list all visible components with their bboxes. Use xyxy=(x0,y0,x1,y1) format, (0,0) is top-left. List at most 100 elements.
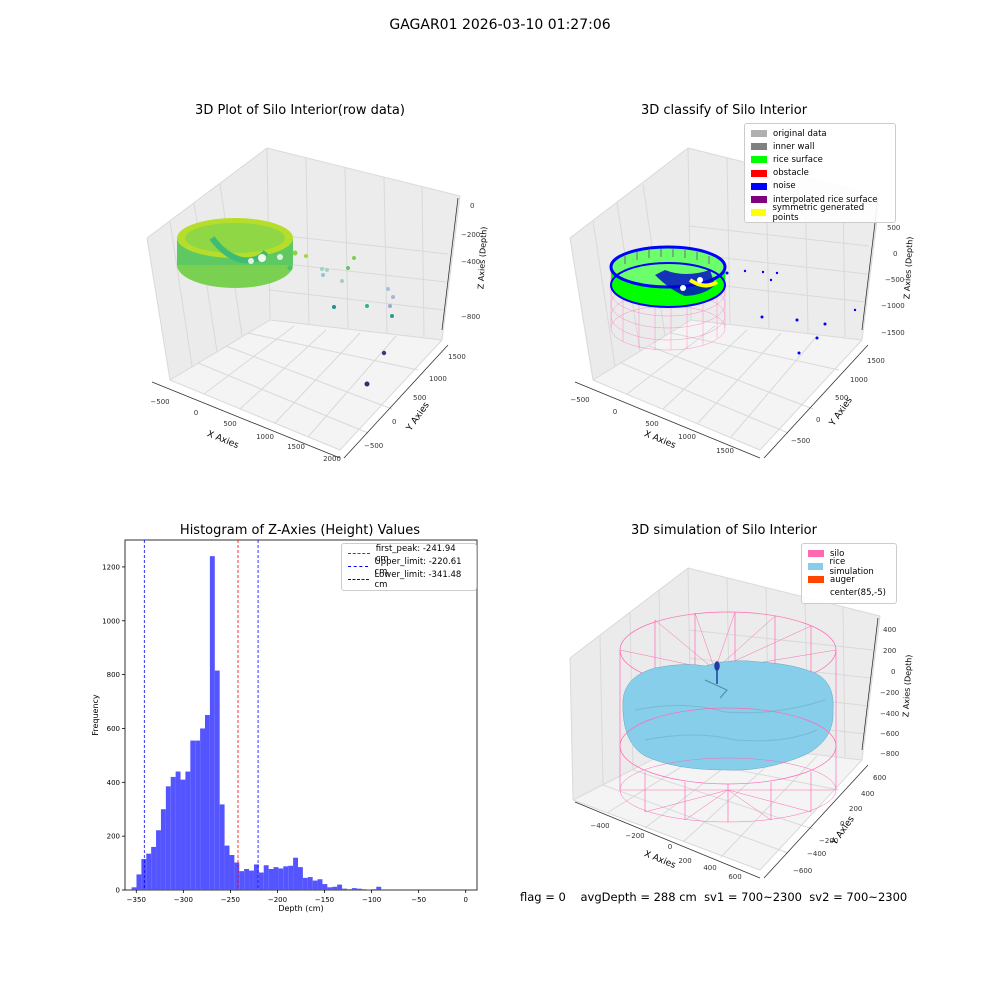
histogram-bar xyxy=(268,869,274,890)
histogram-bar xyxy=(258,872,264,890)
histogram-bar xyxy=(209,556,215,890)
histogram-bar xyxy=(376,886,382,890)
histogram-bar xyxy=(219,804,225,890)
simulation-xlabel: X Axies xyxy=(642,849,677,871)
histogram-bar xyxy=(317,879,323,890)
raw-ytick: −500 xyxy=(364,442,383,450)
histogram-bar xyxy=(151,846,157,890)
classify-plot-title: 3D classify of Silo Interior xyxy=(640,103,808,118)
classify-3d-yticks: −500 0 500 1000 1500 xyxy=(791,357,885,445)
legend-entry-center: center(85,-5) xyxy=(808,587,890,600)
histogram-bar xyxy=(205,715,210,890)
classify-ztick: 0 xyxy=(893,250,897,258)
histogram-legend: first_peak: -241.94 cm Upper_limit: -220… xyxy=(341,543,477,591)
simulation-3d-plot: −400 −200 0 200 400 600 X Axies 600 400 … xyxy=(569,567,914,881)
histogram-bars xyxy=(131,556,382,890)
histogram-bar xyxy=(234,862,240,890)
legend-label: auger xyxy=(830,574,855,585)
histogram-bar xyxy=(160,809,166,890)
legend-entry-rice-surface: rice surface xyxy=(751,153,889,166)
legend-line xyxy=(348,579,369,581)
histogram-bar xyxy=(175,771,181,890)
legend-swatch xyxy=(751,182,767,190)
raw-xtick: 2000 xyxy=(323,455,341,463)
histogram-bar xyxy=(180,779,186,890)
legend-label: silo xyxy=(830,548,845,559)
classify-ztick: −1500 xyxy=(881,329,905,337)
classify-legend: original data inner wall rice surface ob… xyxy=(744,123,896,224)
simulation-plot-title: 3D simulation of Silo Interior xyxy=(631,523,817,538)
classify-ytick: −500 xyxy=(791,437,810,445)
histogram-bar xyxy=(312,880,318,890)
histogram-bar xyxy=(136,874,142,890)
histogram-ytick-label: 200 xyxy=(107,833,120,841)
legend-entry-inner-wall: inner wall xyxy=(751,140,889,153)
raw-ytick: 1000 xyxy=(429,375,447,383)
simulation-ytick: 400 xyxy=(861,790,874,798)
avg-depth-text: avgDepth = 288 cm xyxy=(580,890,697,904)
histogram-bar xyxy=(337,884,343,890)
raw-xtick: 500 xyxy=(223,420,236,428)
legend-entry-auger: auger xyxy=(808,573,890,586)
histogram-xlabel: Depth (cm) xyxy=(278,904,323,913)
legend-entry-silo: silo xyxy=(808,547,890,560)
simulation-ytick: −600 xyxy=(793,867,812,875)
raw-xtick: 0 xyxy=(194,409,198,417)
classify-point-cloud xyxy=(609,245,857,355)
histogram-bar xyxy=(283,866,289,890)
histogram-bar xyxy=(297,867,303,890)
histogram-bar xyxy=(244,869,250,890)
simulation-ztick: −400 xyxy=(880,710,899,718)
simulation-ztick: −600 xyxy=(880,730,899,738)
simulation-rice-surface xyxy=(622,660,834,771)
simulation-ytick: −200 xyxy=(819,837,838,845)
histogram-xtick-label: −350 xyxy=(127,896,146,904)
legend-swatch xyxy=(751,156,767,164)
legend-label: inner wall xyxy=(773,141,815,152)
legend-entry-interpolated: interpolated rice surface xyxy=(751,193,889,206)
histogram-bar xyxy=(146,853,152,890)
histogram-bar xyxy=(346,889,352,890)
histogram-bar xyxy=(278,868,284,890)
legend-swatch xyxy=(751,143,767,151)
classify-silo-wireframe xyxy=(610,255,726,351)
raw-xlabel: X Axies xyxy=(205,429,240,451)
legend-swatch xyxy=(751,169,767,177)
histogram-bar xyxy=(307,877,313,890)
histogram-bar xyxy=(332,886,338,890)
simulation-ytick: 0 xyxy=(840,820,844,828)
classify-ztick: 500 xyxy=(887,224,900,232)
histogram-bar xyxy=(322,884,328,890)
histogram-bar xyxy=(131,887,137,890)
histogram-bar xyxy=(249,870,254,890)
raw-xtick: 1500 xyxy=(287,443,305,451)
simulation-ytick: 600 xyxy=(873,774,886,782)
raw-xtick: 1000 xyxy=(256,433,274,441)
histogram-bar xyxy=(263,865,269,890)
histogram-reference-lines xyxy=(143,540,259,890)
legend-label: obstacle xyxy=(773,168,809,179)
histogram-ytick-label: 0 xyxy=(116,887,120,895)
raw-ytick: 1500 xyxy=(448,353,466,361)
legend-swatch xyxy=(751,209,767,217)
classify-xtick: 0 xyxy=(613,408,617,416)
histogram-xtick-label: 0 xyxy=(463,896,467,904)
histogram-bar xyxy=(366,889,372,890)
histogram-bar xyxy=(253,864,259,890)
classify-xtick: −500 xyxy=(570,396,589,404)
classify-xtick: 1500 xyxy=(716,447,734,455)
legend-swatch xyxy=(751,196,767,204)
legend-entry-first-peak: first_peak: -241.94 cm xyxy=(348,544,470,564)
legend-label: noise xyxy=(773,181,796,192)
simulation-ztick: −200 xyxy=(880,689,899,697)
histogram-bar xyxy=(190,740,196,890)
legend-label: symmetric generated points xyxy=(772,202,865,223)
classify-xlabel: X Axies xyxy=(642,429,677,451)
classify-ytick: 1500 xyxy=(867,357,885,365)
raw-ylabel: Y Axies xyxy=(404,400,432,433)
raw-ytick: 500 xyxy=(413,394,426,402)
sv2-text: sv2 = 700~2300 xyxy=(809,890,908,904)
legend-label: first_peak: -241.94 cm xyxy=(375,543,456,564)
legend-line xyxy=(348,553,370,555)
histogram-bar xyxy=(361,889,367,890)
